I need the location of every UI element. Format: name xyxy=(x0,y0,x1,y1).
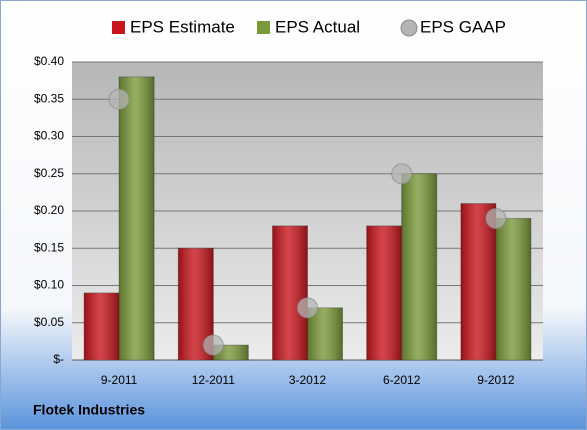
y-tick-label: $0.15 xyxy=(34,240,64,254)
bar-shine xyxy=(401,173,437,360)
bar-shine xyxy=(460,203,496,360)
point xyxy=(297,297,318,319)
legend-label: EPS GAAP xyxy=(420,17,506,36)
y-tick-label: $0.35 xyxy=(34,91,64,105)
point xyxy=(391,163,413,185)
legend-marker xyxy=(400,19,418,37)
x-tick-label: 12-2011 xyxy=(192,373,235,387)
legend-marker xyxy=(257,21,270,34)
y-tick-label: $0.05 xyxy=(34,315,64,329)
x-tick-label: 6-2012 xyxy=(383,373,421,387)
point xyxy=(202,334,224,356)
y-tick-label: $0.25 xyxy=(34,166,64,180)
point xyxy=(485,207,507,229)
y-tick-label: $0.40 xyxy=(34,54,64,68)
legend-label: EPS Actual xyxy=(275,17,360,36)
y-tick-label: $- xyxy=(53,352,64,366)
x-tick-label: 9-2012 xyxy=(477,373,515,387)
bar-shine xyxy=(119,76,155,361)
bar-shine xyxy=(366,225,402,360)
point xyxy=(108,88,130,110)
x-tick-label: 3-2012 xyxy=(289,373,327,387)
bar-shine xyxy=(495,218,531,360)
bar-shine xyxy=(84,292,120,360)
legend-marker xyxy=(112,21,125,34)
y-tick-label: $0.10 xyxy=(34,278,64,292)
source: Flotek Industries xyxy=(33,402,145,418)
legend-label: EPS Estimate xyxy=(130,17,235,36)
x-tick-label: 9-2011 xyxy=(101,373,138,387)
y-tick-label: $0.20 xyxy=(34,203,64,217)
y-tick-label: $0.30 xyxy=(34,129,64,143)
bar-shine xyxy=(272,225,308,360)
